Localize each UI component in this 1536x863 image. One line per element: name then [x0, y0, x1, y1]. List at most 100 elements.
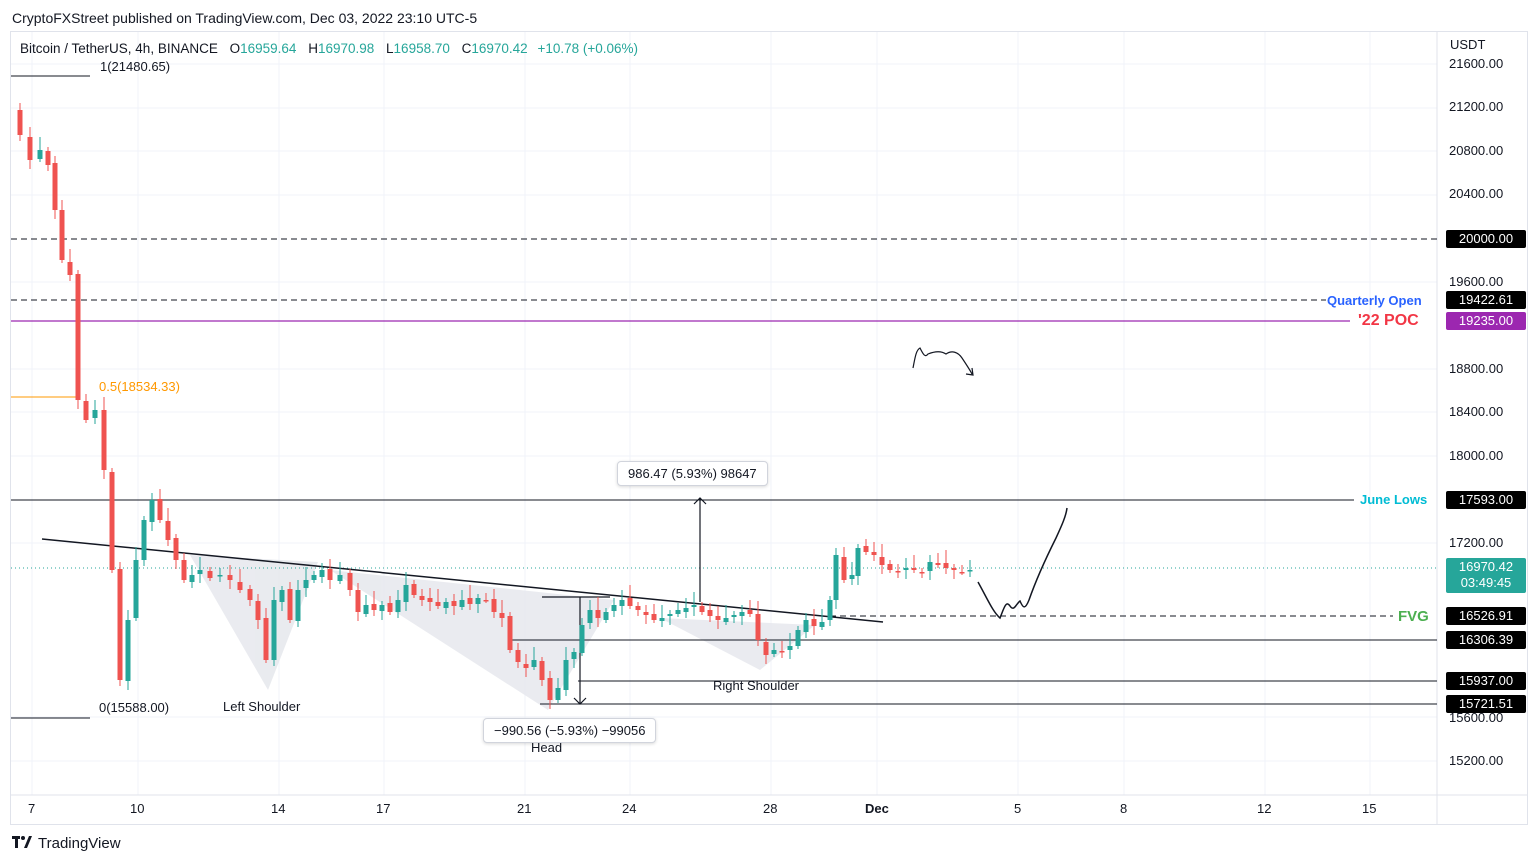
- price-tick-label: 18800.00: [1449, 360, 1504, 376]
- candle-body: [579, 625, 585, 653]
- chart-frame[interactable]: [10, 31, 1528, 825]
- candle-body: [157, 499, 163, 520]
- candle-body: [303, 580, 309, 588]
- candle-body: [52, 163, 58, 210]
- change-value: +10.78 (+0.06%): [537, 41, 639, 56]
- candle-body: [217, 575, 223, 577]
- date-tick-label: 24: [622, 801, 637, 816]
- candle-body: [779, 651, 785, 653]
- publish-line: CryptoFXStreet published on TradingView.…: [12, 10, 478, 26]
- price-tick-label: 20800.00: [1449, 142, 1504, 158]
- candle-body: [927, 562, 933, 571]
- currency-label: USDT: [1450, 37, 1486, 52]
- candle-body: [83, 401, 89, 420]
- candle-body: [827, 600, 833, 620]
- candle-body: [651, 614, 657, 620]
- candle-body: [483, 600, 489, 602]
- candle-body: [627, 598, 633, 606]
- candle-body: [723, 618, 729, 622]
- candle-body: [92, 410, 98, 418]
- price-tick-label: 21200.00: [1449, 99, 1504, 115]
- candle-body: [675, 610, 681, 614]
- fib-level-0-label: 0(15588.00): [99, 700, 170, 715]
- price-tag-20000: 20000.00: [1446, 230, 1526, 248]
- price-tick-label: 20400.00: [1449, 186, 1504, 202]
- date-tick-label: 10: [130, 801, 145, 816]
- candle-body: [691, 605, 697, 607]
- date-tick-label: 7: [28, 801, 36, 816]
- candle-body: [387, 603, 393, 612]
- measure-up-box: 986.47 (5.93%) 98647: [617, 461, 768, 486]
- candle-body: [189, 575, 195, 582]
- candle-body: [855, 548, 861, 576]
- candle-body: [255, 601, 261, 620]
- neckline-trendline[interactable]: [41, 538, 884, 623]
- scribble-drawing[interactable]: [912, 347, 974, 376]
- candle-body: [531, 660, 537, 667]
- candle-body: [125, 620, 131, 681]
- candle-body: [59, 210, 65, 260]
- right-shoulder-label: Right Shoulder: [713, 678, 799, 693]
- candle-body: [787, 646, 793, 650]
- candle-body: [237, 582, 243, 590]
- projection-path-drawing[interactable]: [977, 507, 1068, 620]
- candle-body: [659, 618, 665, 621]
- candle-body: [37, 150, 43, 159]
- bar-countdown: 03:49:45: [1460, 575, 1512, 590]
- candle-body: [771, 650, 777, 654]
- candle-body: [467, 598, 473, 604]
- high-label: H: [308, 41, 318, 56]
- candle-body: [943, 563, 949, 568]
- last-price-value: 16970.42: [1458, 559, 1514, 574]
- candle-body: [747, 610, 753, 614]
- candle-body: [109, 472, 115, 570]
- candle-body: [197, 570, 203, 574]
- candle-body: [507, 616, 513, 650]
- candle-body: [165, 521, 171, 540]
- candle-body: [371, 604, 377, 610]
- candle-body: [935, 563, 941, 565]
- candle-body: [555, 688, 561, 700]
- candle-body: [419, 596, 425, 600]
- footer-branding[interactable]: TradingView: [12, 835, 121, 852]
- candle-body: [149, 500, 155, 522]
- candle-body: [849, 575, 855, 579]
- price-tick-label: 15200.00: [1449, 753, 1504, 769]
- candle-body: [133, 560, 139, 618]
- left-shoulder-label: Left Shoulder: [223, 699, 301, 714]
- candle-body: [499, 613, 505, 618]
- candle-body: [101, 410, 107, 470]
- candlestick-series[interactable]: [17, 103, 973, 709]
- candle-body: [451, 601, 457, 606]
- candle-body: [763, 642, 769, 655]
- candle-body: [337, 575, 343, 581]
- symbol-legend[interactable]: Bitcoin / TetherUS, 4h, BINANCE O16959.6…: [20, 41, 638, 56]
- date-tick-label: 5: [1014, 801, 1022, 816]
- candle-body: [707, 610, 713, 616]
- candle-body: [287, 589, 293, 620]
- vertical-grid: [31, 32, 1371, 795]
- candle-body: [403, 585, 409, 602]
- price-tag-15721: 15721.51: [1446, 695, 1526, 713]
- fvg-label: FVG: [1398, 608, 1429, 625]
- candle-body: [811, 619, 817, 626]
- date-tick-label: 28: [763, 801, 778, 816]
- candle-body: [863, 546, 869, 552]
- candle-body: [819, 622, 825, 627]
- candle-body: [699, 606, 705, 612]
- quarterly-open-label: Quarterly Open: [1327, 293, 1422, 308]
- candle-body: [227, 575, 233, 580]
- candle-body: [279, 590, 285, 602]
- measure-up-tool[interactable]: [693, 497, 707, 602]
- tradingview-brand: TradingView: [38, 835, 121, 852]
- candle-body: [715, 616, 721, 620]
- candle-body: [547, 678, 553, 700]
- candle-body: [319, 570, 325, 577]
- candle-body: [731, 615, 737, 617]
- price-tag-16306: 16306.39: [1446, 631, 1526, 649]
- price-tick-label: 17200.00: [1449, 535, 1504, 551]
- date-tick-label: Dec: [865, 801, 889, 816]
- candle-body: [951, 568, 957, 570]
- candle-body: [887, 564, 893, 570]
